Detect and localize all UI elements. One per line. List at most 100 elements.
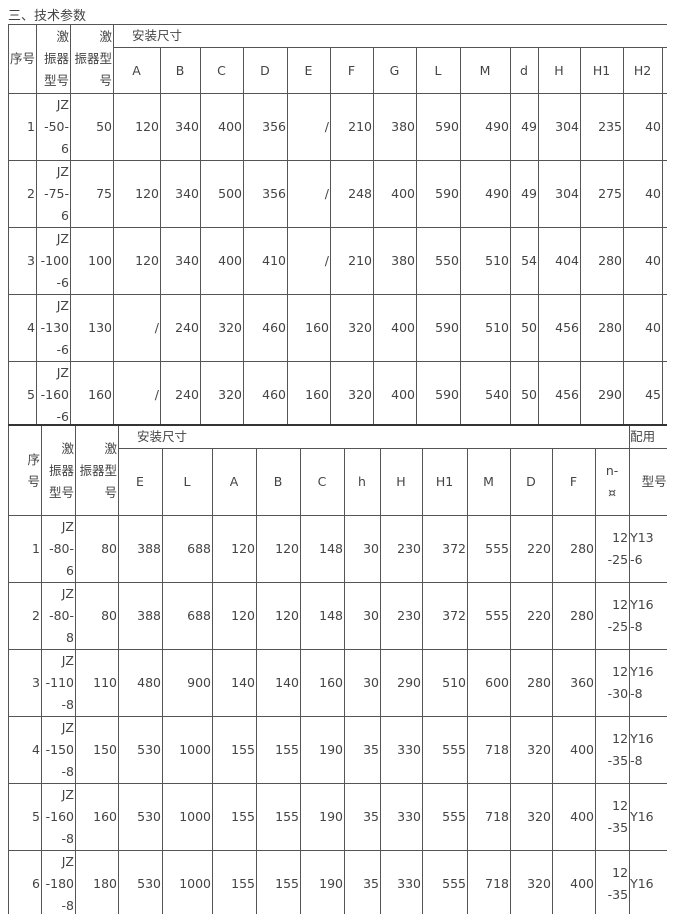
table-cell: JZ -75- 6 xyxy=(36,160,71,228)
table-cell: JZ -110 -8 xyxy=(41,649,76,717)
table-cell: / xyxy=(113,294,161,362)
column-header: M xyxy=(467,448,511,516)
table-cell: 490 xyxy=(460,160,511,228)
table-row: 4 JZ -150 -8 150 530 1000 155 155 190 35 330 555 71… xyxy=(8,716,667,784)
table-cell: / xyxy=(113,361,161,426)
table-cell: 160 xyxy=(75,783,119,851)
table-cell: 320 xyxy=(510,850,553,914)
table-cell: 718 xyxy=(467,716,511,784)
table-cell: 230 xyxy=(380,515,423,583)
table-cell: Y16 -8 xyxy=(629,716,667,784)
table-cell: 3 xyxy=(8,227,37,295)
table-cell xyxy=(661,361,667,426)
table-row: 2 JZ -75- 6 75 120 340 500 356/248 400 590 490 49 3… xyxy=(8,160,667,228)
table-cell: 340 xyxy=(160,160,201,228)
table-cell: 400 xyxy=(552,783,596,851)
table-cell: 160 xyxy=(300,649,345,717)
table-cell: 150 xyxy=(75,716,119,784)
table-row: 3 JZ -100 -6 100 120 340 400 410/210 380 550 510 5… xyxy=(8,227,667,295)
table-cell: 50 xyxy=(70,93,114,161)
table-cell: 280 xyxy=(580,227,624,295)
header-model: 激 振器 型号 xyxy=(41,424,76,516)
table-cell: 220 xyxy=(510,515,553,583)
table-cell: 330 xyxy=(380,783,423,851)
table-cell: 210 xyxy=(330,227,374,295)
table-cell: 240 xyxy=(160,361,201,426)
table-cell: JZ -160 -8 xyxy=(41,783,76,851)
table-cell: 155 xyxy=(256,716,301,784)
table-cell: / xyxy=(287,227,331,295)
table-cell: 400 xyxy=(200,93,244,161)
table-cell: 12 -35 xyxy=(594,716,631,784)
table-cell: JZ -130 -6 xyxy=(36,294,71,362)
table-cell: 356 xyxy=(243,93,288,161)
table-row: 1 JZ -80- 6 80 388 688 120 120 148 30 230 372 555 22… xyxy=(8,515,667,583)
table-cell: 190 xyxy=(300,716,345,784)
table-row: 1 JZ -50- 6 50 120 340 400 356/210 380 590 490 49 3… xyxy=(8,93,667,161)
table-cell: 320 xyxy=(200,294,244,362)
table-row: 3 JZ -110 -8 110 480 900 140 140 160 30 290 510 600… xyxy=(8,649,667,717)
table-cell: 12 -25 xyxy=(594,515,631,583)
table-cell: 12 -30 xyxy=(594,649,631,717)
table-cell: Y16 -8 xyxy=(629,649,667,717)
table-cell: 75 xyxy=(70,160,114,228)
header-model: 激 振器 型号 xyxy=(36,24,71,94)
table-cell: 4 xyxy=(8,294,37,362)
table-cell: 500 xyxy=(200,160,244,228)
column-header: d xyxy=(510,47,539,94)
table-cell: 410 xyxy=(243,227,288,295)
column-header: H2 xyxy=(623,47,663,94)
header-no: 序 号 xyxy=(8,424,42,516)
table-cell: 555 xyxy=(422,783,468,851)
table-cell: JZ -50- 6 xyxy=(36,93,71,161)
table-cell: 555 xyxy=(422,716,468,784)
table-cell: 5 xyxy=(8,361,37,426)
table-cell: 900 xyxy=(162,649,213,717)
column-header: L xyxy=(162,448,213,516)
table-cell: JZ -80- 8 xyxy=(41,582,76,650)
table-row: 2 JZ -80- 8 80 388 688 120 120 148 30 230 372 555 22… xyxy=(8,582,667,650)
header-model-2: 激 振器型 号 xyxy=(70,24,114,94)
table-cell: 590 xyxy=(416,294,461,362)
table-cell: 480 xyxy=(118,649,163,717)
table-cell: 280 xyxy=(552,515,596,583)
table-cell: 400 xyxy=(552,716,596,784)
table-cell: 330 xyxy=(380,716,423,784)
table-cell: 400 xyxy=(200,227,244,295)
table-cell: 590 xyxy=(416,93,461,161)
table-cell: 35 xyxy=(344,783,381,851)
table-cell: 400 xyxy=(373,361,417,426)
table-cell: 1000 xyxy=(162,783,213,851)
table-cell: Y16 xyxy=(629,850,667,914)
table-cell: 460 xyxy=(243,361,288,426)
table-cell: 155 xyxy=(212,783,257,851)
table-cell: JZ -150 -8 xyxy=(41,716,76,784)
table-cell: 530 xyxy=(118,716,163,784)
table-cell: 120 xyxy=(256,515,301,583)
header-row: 序 号激 振器 型号激 振器型 号安装尺寸 配用 xyxy=(8,424,667,516)
table-cell: 49 xyxy=(510,160,539,228)
table-cell: 240 xyxy=(160,294,201,362)
table-cell: 1000 xyxy=(162,850,213,914)
table-cell: Y16 xyxy=(629,783,667,851)
column-header: A xyxy=(113,47,161,94)
table-cell: 456 xyxy=(538,294,581,362)
table-cell: 380 xyxy=(373,227,417,295)
table-cell: 1 xyxy=(8,93,37,161)
table-cell: 404 xyxy=(538,227,581,295)
table-cell: 6 xyxy=(8,850,42,914)
table-row: 5 JZ -160 -8 160 530 1000 155 155 190 35 330 555 71… xyxy=(8,783,667,851)
table-cell: 490 xyxy=(460,93,511,161)
table-cell: 4 xyxy=(8,716,42,784)
table-cell: JZ -160 -6 xyxy=(36,361,71,426)
table-cell: 372 xyxy=(422,582,468,650)
table-cell: 190 xyxy=(300,850,345,914)
table-cell: 280 xyxy=(580,294,624,362)
table-cell: 30 xyxy=(344,515,381,583)
table-cell: 304 xyxy=(538,93,581,161)
table-cell: 340 xyxy=(160,93,201,161)
table-cell: 30 xyxy=(344,649,381,717)
column-header xyxy=(661,47,667,94)
table-cell: 600 xyxy=(467,649,511,717)
